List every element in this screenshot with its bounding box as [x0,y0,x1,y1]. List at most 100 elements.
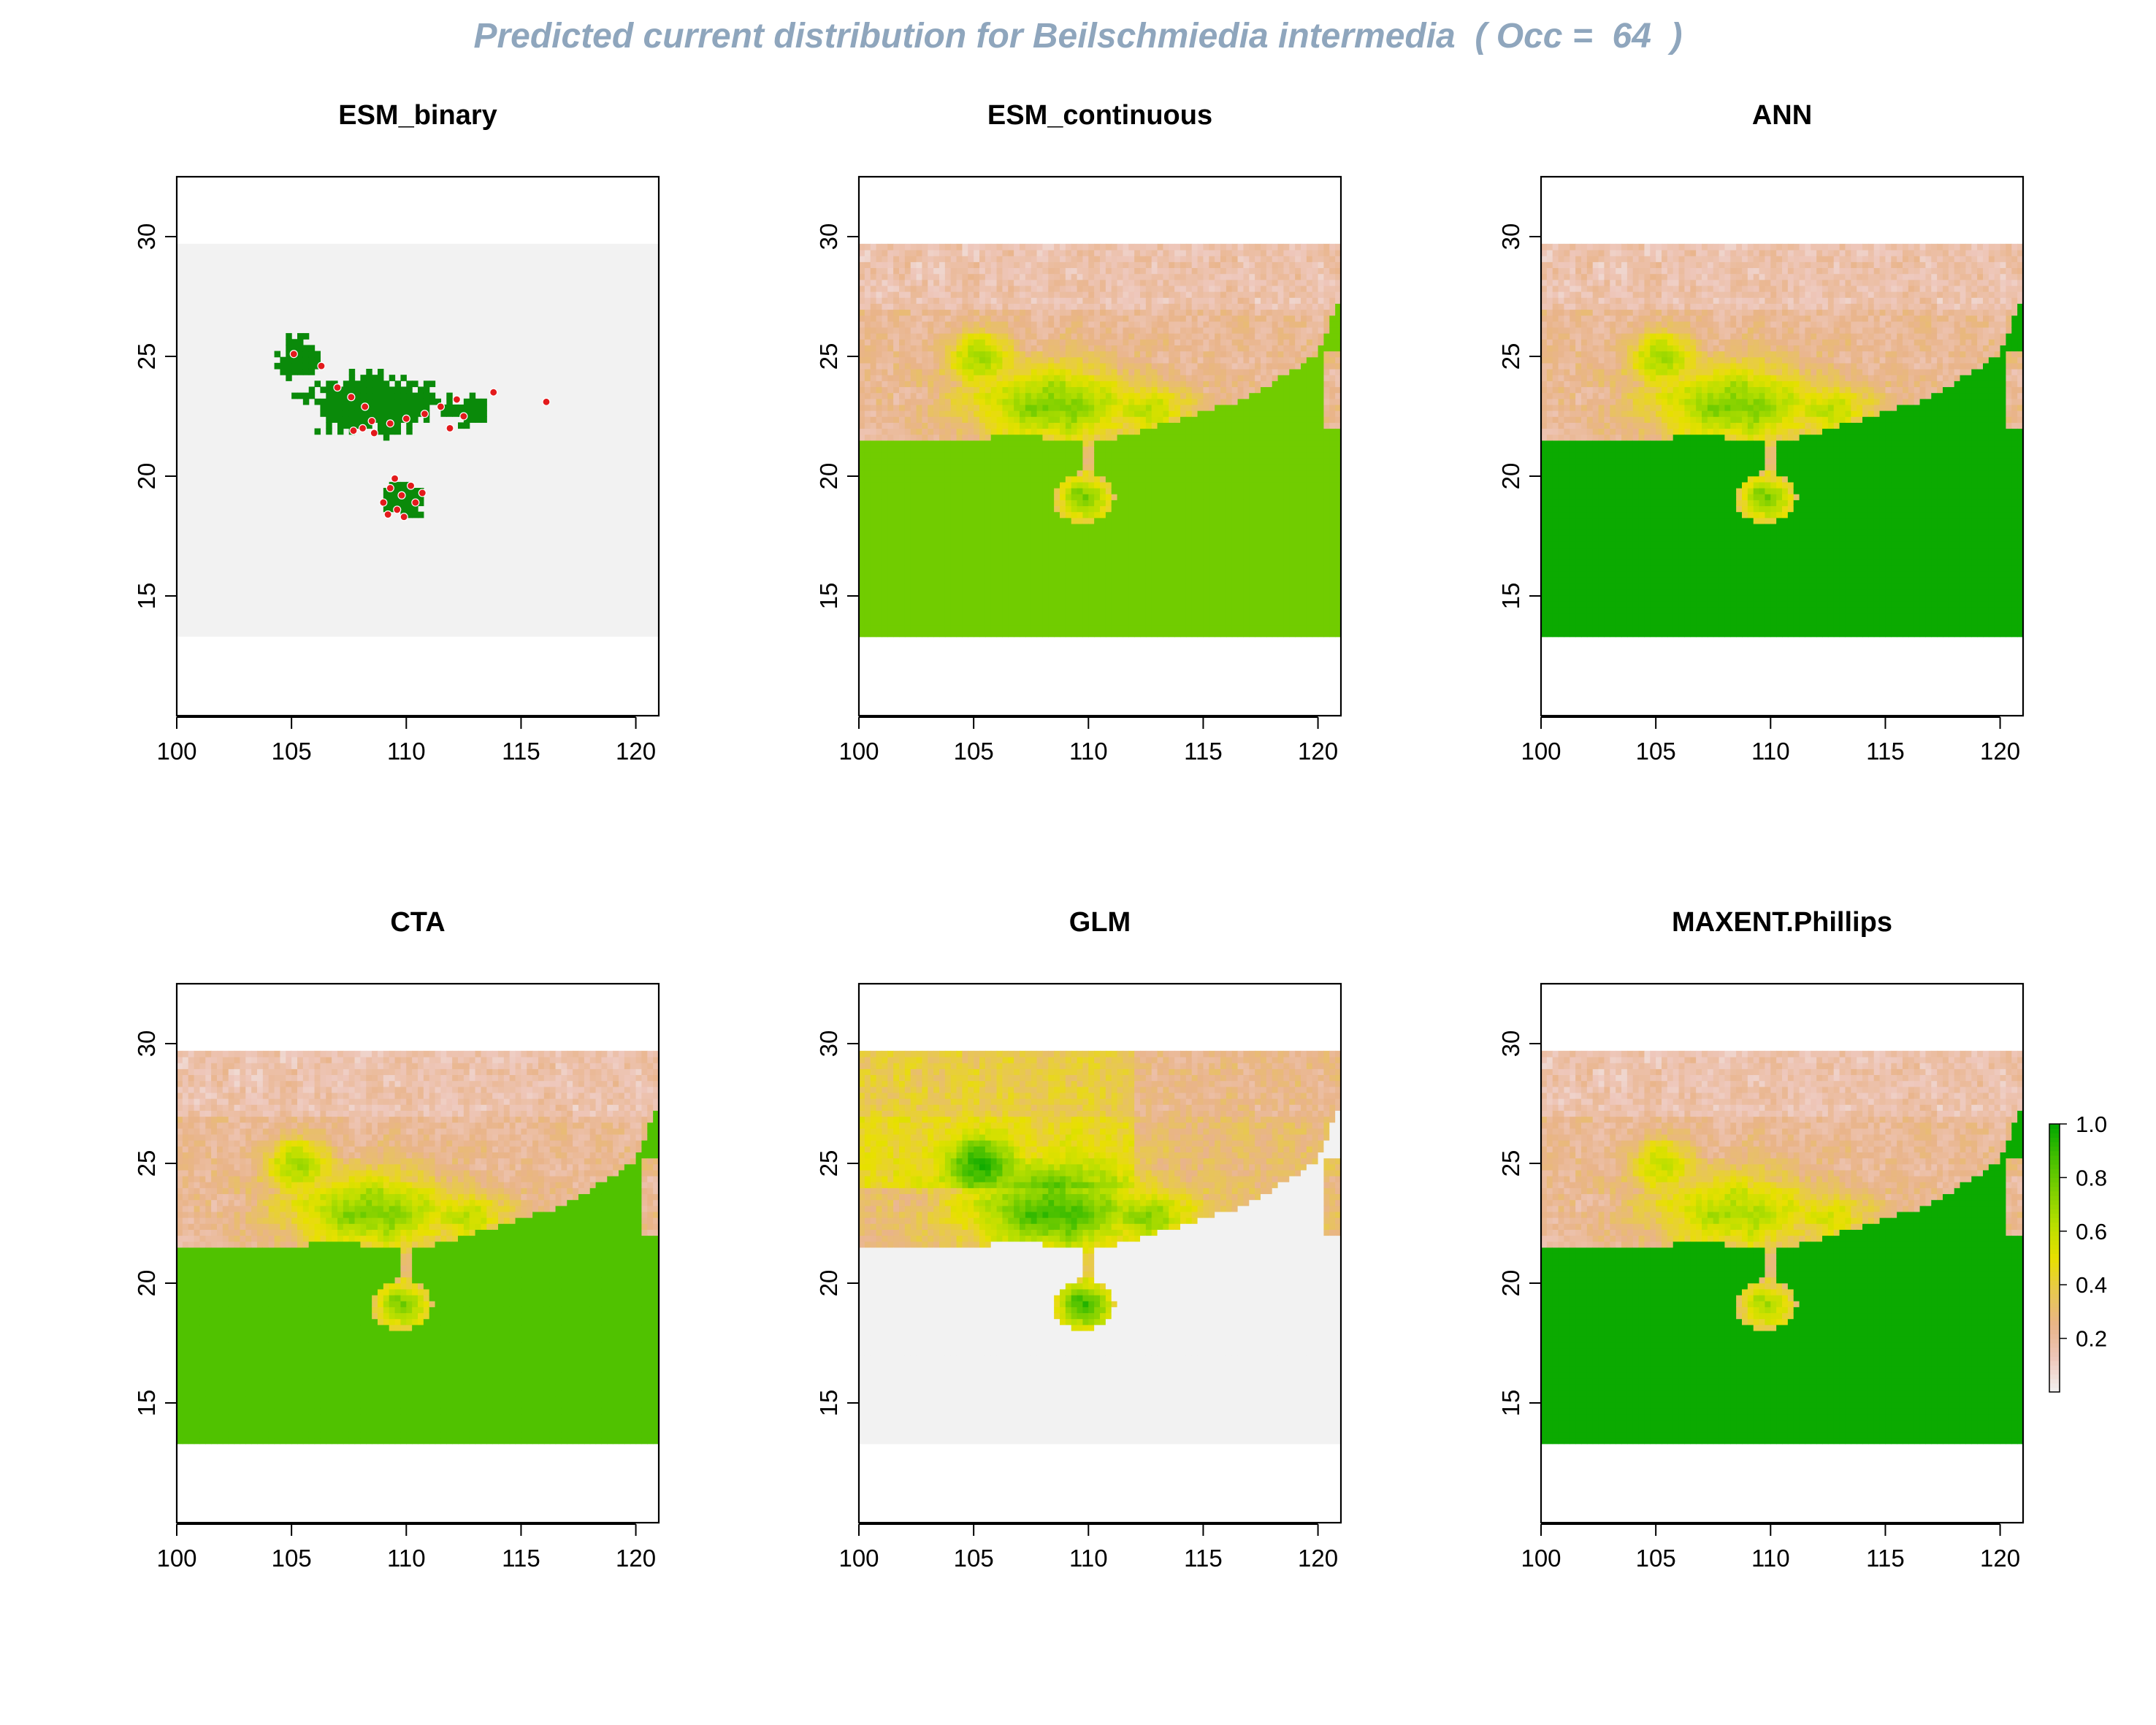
raster-cell [974,375,980,381]
raster-cell [859,261,865,269]
raster-cell [876,398,883,405]
raster-cell [1249,464,1255,471]
raster-cell [956,600,963,608]
raster-cell [1117,488,1124,494]
raster-cell [1128,375,1135,381]
raster-cell [876,494,883,500]
raster-cell [944,422,952,429]
raster-cell [1231,600,1239,608]
raster-cell [1145,481,1152,489]
raster-cell [1243,458,1250,465]
raster-cell [1180,440,1187,447]
raster-cell [1054,410,1060,417]
raster-cell [939,470,946,477]
raster-cell [1134,392,1141,399]
raster-cell [1123,380,1129,388]
raster-cell [1157,464,1164,471]
raster-cell [1209,326,1215,334]
raster-cell [1123,494,1129,500]
raster-cell [1145,505,1152,513]
raster-cell [1048,362,1055,370]
raster-cell [1243,315,1250,322]
raster-cell [1082,416,1089,423]
raster-cell [944,356,952,364]
raster-cell [864,315,871,322]
raster-cell [308,345,316,352]
raster-cell [1060,297,1066,304]
raster-cell [950,535,957,542]
raster-cell [1174,375,1181,381]
raster-cell [1031,494,1038,500]
raster-cell [1191,368,1199,375]
raster-cell [887,600,894,608]
raster-cell [910,279,917,286]
raster-cell [1100,613,1106,619]
raster-cell [475,416,482,423]
raster-cell [1094,315,1101,322]
raster-cell [1100,458,1106,465]
occurrence-point [361,402,370,411]
raster-cell [1243,630,1250,638]
raster-cell [406,398,413,405]
raster-cell [1088,356,1095,364]
raster-cell [1185,291,1193,298]
raster-cell [1111,630,1118,638]
raster-cell [1020,577,1026,584]
raster-cell [1071,309,1078,316]
raster-cell [1220,333,1227,340]
raster-cell [394,398,402,405]
raster-cell [1145,303,1152,310]
raster-cell [1065,368,1072,375]
raster-cell [1134,547,1141,554]
raster-cell [1197,565,1204,572]
raster-cell [968,368,974,375]
raster-cell [893,315,900,322]
raster-cell [337,422,344,429]
raster-cell [1117,375,1124,381]
raster-cell [1151,577,1158,584]
raster-cell [1071,380,1078,388]
raster-cell [974,297,980,304]
raster-cell [928,481,934,489]
raster-cell [882,594,888,602]
raster-cell [1088,440,1095,447]
raster-cell [1169,488,1175,494]
raster-cell [1215,511,1221,519]
raster-cell [944,256,952,262]
raster-cell [1237,243,1245,250]
plot-frame [175,175,660,717]
raster-cell [297,356,304,364]
raster-cell [1163,345,1169,352]
raster-cell [1008,475,1014,483]
raster-cell [1123,362,1129,370]
raster-cell [950,583,957,590]
raster-cell [1169,607,1175,613]
raster-cell [1226,553,1233,560]
raster-cell [1002,351,1009,358]
raster-cell [1157,565,1164,572]
raster-cell [1031,243,1038,250]
raster-cell [1048,464,1055,471]
raster-cell [904,624,911,632]
raster-cell [876,351,883,358]
raster-cell [950,594,957,602]
raster-cell [1042,594,1049,602]
raster-cell [400,500,407,507]
raster-cell [876,261,883,269]
raster-cell [1197,523,1204,530]
raster-cell [1054,279,1060,286]
raster-cell [882,356,888,364]
raster-cell [1134,607,1141,613]
raster-cell [979,583,986,590]
raster-cell [1077,553,1084,560]
raster-cell [944,404,952,411]
raster-cell [910,488,917,494]
raster-cell [910,547,917,554]
occurrence-point [333,383,342,392]
raster-cell [968,440,974,447]
raster-cell [1231,529,1239,536]
raster-cell [1169,541,1175,548]
raster-cell [360,410,367,417]
raster-cell [939,624,946,632]
raster-cell [1111,475,1118,483]
